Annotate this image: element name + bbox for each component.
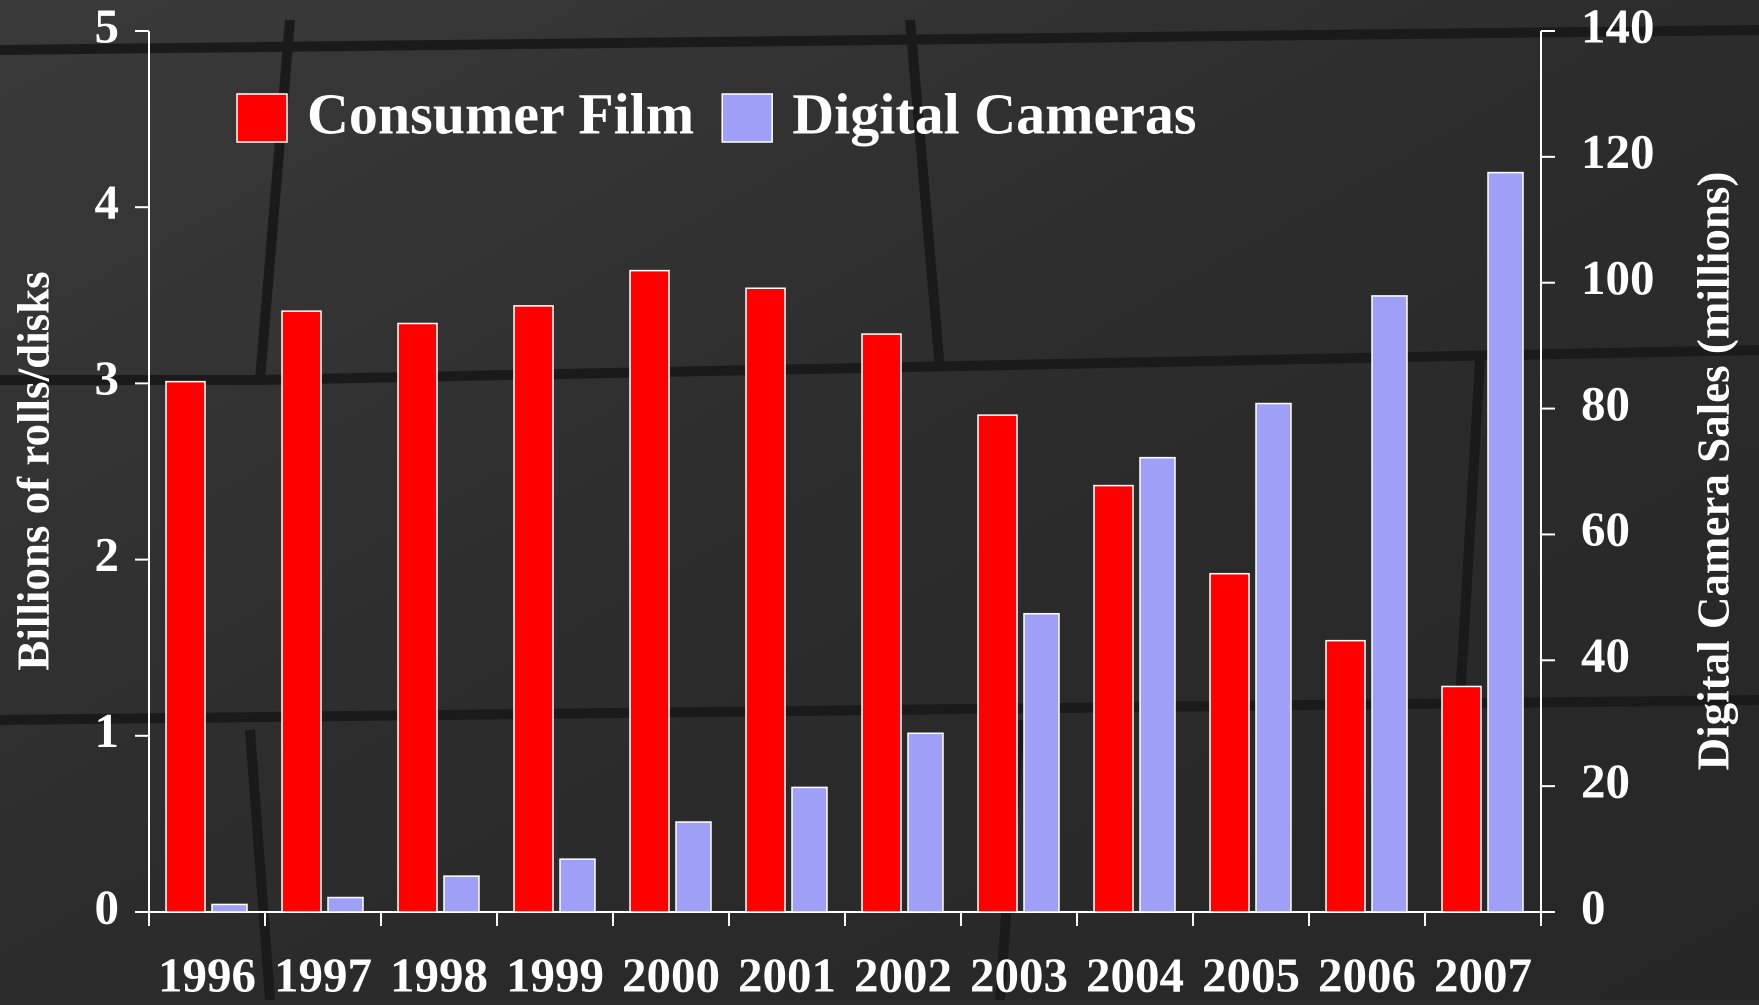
- y2-tick-label: 140: [1581, 0, 1655, 53]
- legend-swatch: [722, 94, 772, 142]
- chart: Billions of rolls/disks Digital Camera S…: [0, 0, 1759, 1000]
- bar: [1094, 486, 1133, 912]
- bar: [282, 311, 321, 912]
- bar: [1256, 404, 1291, 912]
- x-tick-label: 2005: [1202, 947, 1300, 1000]
- bar: [560, 859, 595, 912]
- x-tick-label: 2003: [970, 947, 1068, 1000]
- bar: [1442, 686, 1481, 912]
- bar: [862, 334, 901, 912]
- y2-tick-label: 0: [1581, 879, 1606, 934]
- bar: [676, 822, 711, 912]
- y2-tick-label: 100: [1581, 250, 1655, 305]
- bar: [908, 733, 943, 912]
- bar: [1024, 614, 1059, 912]
- y-tick-label: 4: [95, 174, 120, 229]
- y-tick-label: 2: [95, 527, 120, 582]
- x-tick-label: 2006: [1318, 947, 1416, 1000]
- bar: [1140, 458, 1175, 912]
- x-tick-label: 2007: [1434, 947, 1532, 1000]
- bar: [792, 787, 827, 912]
- y2-tick-label: 80: [1581, 376, 1630, 431]
- bar: [1210, 574, 1249, 912]
- y2-tick-label: 60: [1581, 502, 1630, 557]
- legend-swatch: [237, 94, 287, 142]
- bar: [514, 306, 553, 912]
- x-tick-label: 2000: [622, 947, 720, 1000]
- y2-tick-label: 20: [1581, 753, 1630, 808]
- y-tick-label: 1: [95, 703, 120, 758]
- bar: [630, 271, 669, 912]
- x-tick-label: 1999: [506, 947, 604, 1000]
- bar: [1326, 641, 1365, 912]
- x-tick-label: 1998: [390, 947, 488, 1000]
- y2-tick-label: 120: [1581, 124, 1655, 179]
- x-tick-label: 2004: [1086, 947, 1184, 1000]
- bar: [166, 382, 205, 912]
- bar: [978, 415, 1017, 912]
- y-tick-label: 3: [95, 351, 120, 406]
- bar: [398, 323, 437, 912]
- bar: [746, 288, 785, 912]
- bar: [212, 904, 247, 912]
- x-tick-label: 2002: [854, 947, 952, 1000]
- bar: [444, 876, 479, 912]
- y-tick-label: 5: [95, 0, 120, 53]
- x-tick-label: 2001: [738, 947, 836, 1000]
- x-tick-label: 1997: [274, 947, 372, 1000]
- y2-tick-label: 40: [1581, 628, 1630, 683]
- legend-label: Consumer Film: [307, 81, 694, 146]
- y-tick-label: 0: [95, 879, 120, 934]
- bar: [1488, 173, 1523, 912]
- x-tick-label: 1996: [158, 947, 256, 1000]
- legend-label: Digital Cameras: [792, 81, 1196, 146]
- bar: [1372, 296, 1407, 912]
- bar: [328, 898, 363, 912]
- y2-axis-title: Digital Camera Sales (millions): [1688, 172, 1738, 771]
- y-axis-title: Billions of rolls/disks: [8, 271, 58, 670]
